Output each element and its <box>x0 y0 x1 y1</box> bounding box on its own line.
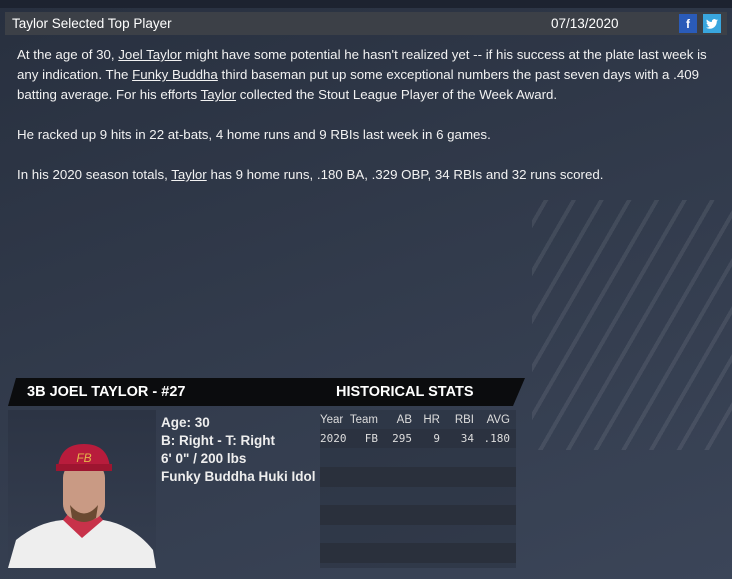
table-row: 2020 FB 295 9 34 .180 <box>320 429 516 448</box>
article-paragraph: At the age of 30, Joel Taylor might have… <box>17 45 727 105</box>
player-team: Funky Buddha Huki Idol <box>161 469 316 484</box>
player-info: Age: 30 B: Right - T: Right 6' 0" / 200 … <box>161 414 316 486</box>
text: third baseman put up some exceptional nu… <box>17 67 700 102</box>
player-link[interactable]: Joel Taylor <box>118 47 182 62</box>
team-link[interactable]: Funky Buddha <box>132 67 218 82</box>
text: In his 2020 season totals, <box>17 167 172 182</box>
empty-row <box>320 543 516 563</box>
col-header: AVG <box>486 413 510 426</box>
empty-row <box>320 467 516 487</box>
col-header: AB <box>396 413 412 426</box>
news-date: 07/13/2020 <box>551 16 619 31</box>
col-header: Team <box>349 413 378 426</box>
article-paragraph: In his 2020 season totals, Taylor has 9 … <box>17 165 727 185</box>
top-strip <box>0 0 732 8</box>
empty-row <box>320 505 516 525</box>
cap-logo: FB <box>76 451 91 465</box>
player-header: 3B JOEL TAYLOR - #27 HISTORICAL STATS <box>8 378 525 406</box>
article-body: At the age of 30, Joel Taylor might have… <box>17 45 727 205</box>
cell-team: FB <box>364 432 378 445</box>
text: At the age of 30, <box>17 47 119 62</box>
cell-avg: .180 <box>483 432 511 445</box>
player-bats-throws: B: Right - T: Right <box>161 433 275 448</box>
article-paragraph: He racked up 9 hits in 22 at-bats, 4 hom… <box>17 127 491 142</box>
col-header: Year <box>320 413 344 426</box>
cell-rbi: 34 <box>460 432 474 445</box>
historical-stats-title: HISTORICAL STATS <box>336 384 474 400</box>
player-age: Age: 30 <box>161 415 210 430</box>
player-height-weight: 6' 0" / 200 lbs <box>161 451 247 466</box>
text: has 9 home runs, .180 BA, .329 OBP, 34 R… <box>206 167 604 182</box>
background-decoration <box>532 200 732 450</box>
col-header: HR <box>423 413 440 426</box>
stats-table: Year Team AB HR RBI AVG 2020 FB 295 9 34… <box>320 410 516 568</box>
news-title: Taylor Selected Top Player <box>12 16 172 31</box>
twitter-icon[interactable] <box>703 14 721 33</box>
cell-year: 2020 <box>320 432 347 445</box>
text: might have some potential he hasn't real… <box>17 47 707 82</box>
cell-hr: 9 <box>433 432 440 445</box>
news-title-bar: Taylor Selected Top Player 07/13/2020 f <box>5 12 727 35</box>
facebook-icon[interactable]: f <box>679 14 697 33</box>
player-photo: FB <box>8 410 156 568</box>
player-name[interactable]: 3B JOEL TAYLOR - #27 <box>27 384 186 400</box>
stats-header-row: Year Team AB HR RBI AVG <box>320 410 516 429</box>
player-link[interactable]: Taylor <box>200 87 237 102</box>
col-header: RBI <box>454 413 474 426</box>
player-link[interactable]: Taylor <box>171 167 207 182</box>
cell-ab: 295 <box>392 432 412 445</box>
text: collected the Stout League Player of the… <box>236 87 558 102</box>
